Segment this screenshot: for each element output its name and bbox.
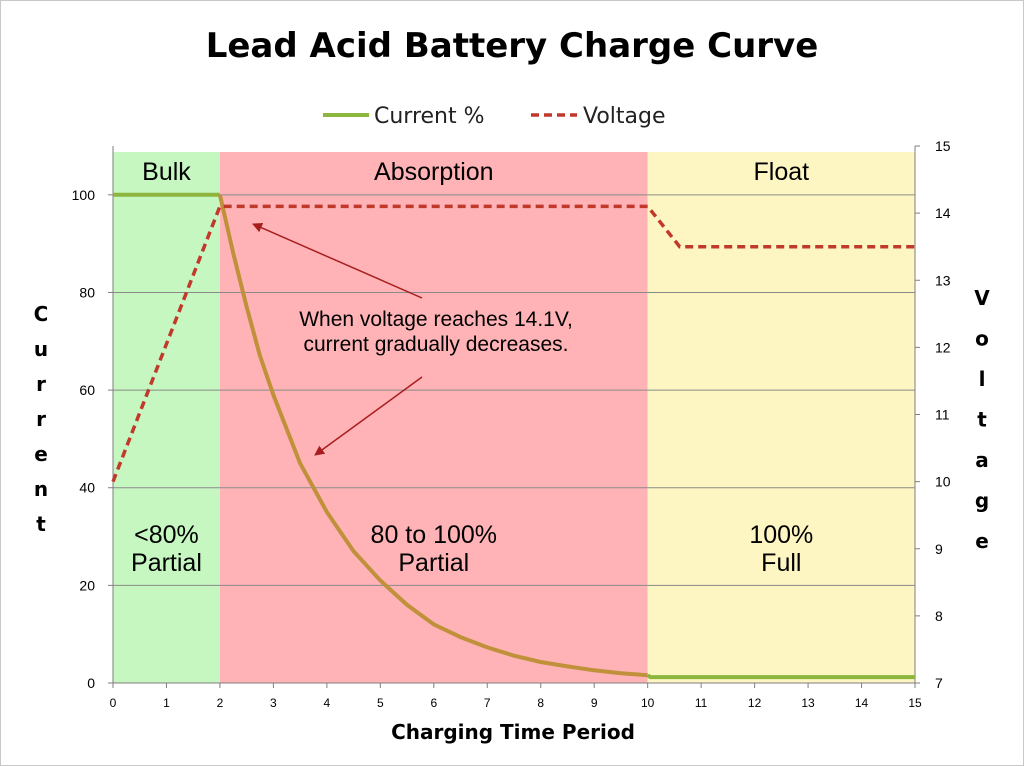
region-label-bottom-absorption: Partial (398, 549, 469, 577)
chart-title: Lead Acid Battery Charge Curve (206, 26, 819, 66)
y2-tick-label-13: 13 (935, 272, 951, 288)
region-name-float: Float (754, 158, 810, 186)
x-tick-label-11: 11 (695, 696, 708, 710)
y-axis-title-letter-6: t (36, 512, 46, 536)
region-name-bulk: Bulk (142, 158, 191, 186)
region-label-bottom-bulk: Partial (131, 549, 202, 577)
x-tick-label-9: 9 (591, 696, 598, 710)
y-axis-title-letter-3: r (36, 407, 46, 431)
region-name-absorption: Absorption (374, 158, 494, 186)
region-bulk (113, 152, 220, 683)
x-tick-label-1: 1 (163, 696, 170, 710)
y2-tick-label-10: 10 (935, 474, 951, 490)
y2-axis-title-letter-0: V (974, 286, 990, 310)
y2-axis-title-letter-6: e (975, 529, 989, 553)
series-line-current-absorption (217, 194, 648, 678)
y2-axis-title-letter-4: a (975, 448, 989, 472)
x-axis-title: Charging Time Period (391, 720, 635, 744)
x-tick-label-14: 14 (855, 696, 869, 710)
series-line-voltage (111, 204, 915, 483)
x-tick-label-15: 15 (908, 696, 922, 710)
x-tick-label-12: 12 (748, 696, 762, 710)
y2-axis-title-letter-2: l (979, 367, 986, 391)
y-axis-title-letter-4: e (34, 442, 48, 466)
y-axis-title-letter-1: u (34, 337, 48, 361)
annotation-line-2: current gradually decreases. (304, 333, 569, 356)
region-label-top-bulk: <80% (134, 521, 199, 549)
region-label-top-absorption: 80 to 100% (371, 521, 498, 549)
y2-tick-label-9: 9 (935, 541, 943, 557)
y2-tick-label-14: 14 (935, 205, 951, 221)
y-axis-title-letter-5: n (34, 477, 48, 501)
y-axis-title-letter-0: C (34, 302, 49, 326)
legend-voltage-label: Voltage (583, 104, 666, 129)
x-tick-label-8: 8 (537, 696, 544, 710)
x-tick-label-5: 5 (377, 696, 384, 710)
y-tick-label-100: 100 (72, 187, 96, 203)
annotation-arrow-current (314, 376, 423, 456)
x-tick-label-0: 0 (110, 696, 117, 710)
region-label-top-float: 100% (749, 521, 813, 549)
y2-tick-label-15: 15 (935, 138, 951, 154)
y-tick-label-40: 40 (79, 480, 95, 496)
y-tick-label-80: 80 (79, 284, 95, 300)
y-axis-title-letter-2: r (36, 372, 46, 396)
x-tick-label-6: 6 (430, 696, 437, 710)
y-tick-label-20: 20 (79, 577, 95, 593)
y-tick-label-0: 0 (87, 675, 95, 691)
x-tick-label-2: 2 (217, 696, 224, 710)
x-tick-label-4: 4 (324, 696, 331, 710)
y2-tick-label-12: 12 (935, 339, 951, 355)
x-tick-label-10: 10 (641, 696, 655, 710)
y2-tick-label-7: 7 (935, 675, 943, 691)
y2-axis-title-letter-3: t (977, 408, 987, 432)
x-tick-label-7: 7 (484, 696, 491, 710)
y2-tick-label-11: 11 (935, 407, 950, 423)
y2-tick-label-8: 8 (935, 608, 943, 624)
annotation-arrow-voltage (252, 223, 423, 299)
x-tick-label-3: 3 (270, 696, 277, 710)
legend-current-label: Current % (374, 104, 485, 129)
annotation-line-1: When voltage reaches 14.1V, (299, 308, 573, 331)
region-float (647, 152, 915, 683)
y2-axis-title-letter-5: g (975, 489, 989, 513)
y2-axis-title-letter-1: o (975, 327, 989, 351)
legend: Current % Voltage (323, 104, 666, 129)
x-tick-label-13: 13 (801, 696, 815, 710)
region-label-bottom-float: Full (761, 549, 801, 577)
series-line-current-float (646, 673, 915, 680)
y-tick-label-60: 60 (79, 382, 95, 398)
